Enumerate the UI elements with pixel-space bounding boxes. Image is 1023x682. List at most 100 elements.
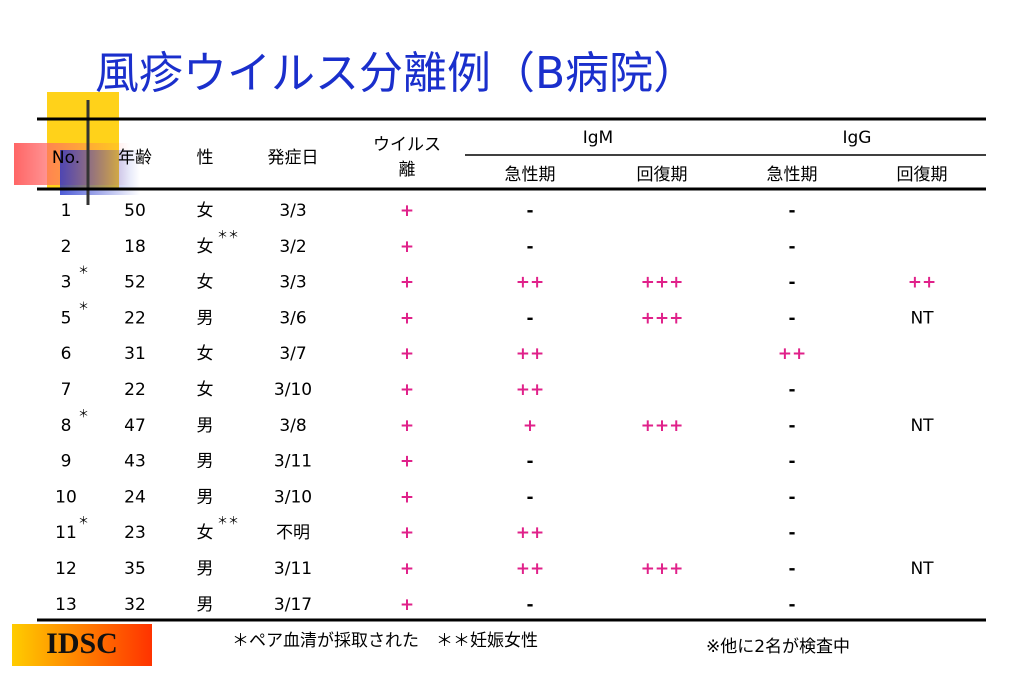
footnote-mark: ＊ xyxy=(78,407,89,420)
table-cell: ++ xyxy=(778,344,807,364)
table-cell: + xyxy=(400,308,414,328)
table-cell: 女 xyxy=(197,523,214,543)
table-cell: 男 xyxy=(197,559,214,579)
table-cell: 22 xyxy=(124,380,146,400)
table-cell: 6 xyxy=(61,344,72,364)
table-cell: 3/10 xyxy=(274,380,312,400)
header-cell: IgM xyxy=(583,128,613,148)
table-cell: + xyxy=(400,559,414,579)
footnote-mark: ＊ xyxy=(78,264,89,277)
table-cell: 男 xyxy=(197,416,214,436)
table-cell: - xyxy=(788,273,795,293)
table-cell: 女 xyxy=(197,344,214,364)
table-cell: NT xyxy=(910,559,934,579)
table-cell: - xyxy=(526,237,533,257)
header-cell: 急性期 xyxy=(505,165,556,185)
table-cell: 5 xyxy=(61,308,72,328)
table-cell: + xyxy=(400,595,414,615)
table-body: 1 50 女 3/3 + - -2 18 女 3/2 + - -＊＊3 52 女 3/3 + ++ +++ - ++＊5… xyxy=(55,201,936,615)
table-cell: ++ xyxy=(516,559,545,579)
table-cell: +++ xyxy=(641,273,684,293)
table-cell: ++ xyxy=(516,273,545,293)
header-cell: 性 xyxy=(197,148,214,168)
table-cell: 女 xyxy=(197,237,214,257)
table-cell: 3/7 xyxy=(279,344,306,364)
table-cell: 43 xyxy=(124,452,146,472)
table-cell: + xyxy=(400,380,414,400)
header-cell: 発症日 xyxy=(268,148,319,168)
table-cell: - xyxy=(788,380,795,400)
table-cell: 1 xyxy=(61,201,72,221)
table-cell: +++ xyxy=(641,308,684,328)
table-cell: - xyxy=(788,308,795,328)
table-cell: 2 xyxy=(61,237,72,257)
header-cell: 回復期 xyxy=(637,165,688,185)
table-cell: 不明 xyxy=(276,523,310,543)
table-cell: - xyxy=(788,523,795,543)
table-cell: 23 xyxy=(124,523,146,543)
table-cell: 22 xyxy=(124,308,146,328)
table-cell: 9 xyxy=(61,452,72,472)
table-cell: ++ xyxy=(516,523,545,543)
table-cell: 24 xyxy=(124,487,146,507)
table-cell: NT xyxy=(910,308,934,328)
footnote-mark: ＊＊ xyxy=(217,228,239,241)
table-cell: 50 xyxy=(124,201,146,221)
header-cell: IgG xyxy=(843,128,872,148)
table-cell: ++ xyxy=(516,380,545,400)
table-cell: 12 xyxy=(55,559,77,579)
table-cell: 3/2 xyxy=(279,237,306,257)
table-cell: 男 xyxy=(197,452,214,472)
footnote: ※他に2名が検査中 xyxy=(706,637,850,657)
table-cell: 52 xyxy=(124,273,146,293)
table-cell: 男 xyxy=(197,487,214,507)
table-cell: - xyxy=(788,416,795,436)
table-cell: - xyxy=(788,487,795,507)
header-cell: 急性期 xyxy=(767,165,818,185)
footnote-mark: ＊＊ xyxy=(217,514,239,527)
table-cell: 10 xyxy=(55,487,77,507)
table-cell: 3/10 xyxy=(274,487,312,507)
table-cell: + xyxy=(400,237,414,257)
table-cell: 男 xyxy=(197,595,214,615)
table-cell: ++ xyxy=(516,344,545,364)
table-cell: 3/8 xyxy=(279,416,306,436)
table-cell: + xyxy=(400,273,414,293)
logo: IDSC xyxy=(46,627,118,660)
header-cell: ウイルス xyxy=(373,135,441,155)
table-cell: + xyxy=(400,344,414,364)
table-cell: - xyxy=(788,595,795,615)
table-cell: +++ xyxy=(641,559,684,579)
header-cell: 回復期 xyxy=(897,165,948,185)
table-cell: + xyxy=(523,416,537,436)
table-cell: + xyxy=(400,487,414,507)
footnote-mark: ＊ xyxy=(78,299,89,312)
table-cell: 女 xyxy=(197,380,214,400)
logo-box xyxy=(12,624,152,666)
table-cell: 3/11 xyxy=(274,559,312,579)
table-cell: +++ xyxy=(641,416,684,436)
table-cell: NT xyxy=(910,416,934,436)
table-cell: - xyxy=(526,308,533,328)
header-cell: 離 xyxy=(399,160,416,180)
table-cell: 3 xyxy=(61,273,72,293)
table-cell: + xyxy=(400,416,414,436)
table-cell: 3/11 xyxy=(274,452,312,472)
table-cell: - xyxy=(788,201,795,221)
slide-title: 風疹ウイルス分離例（B病院） xyxy=(95,48,697,99)
table-cell: - xyxy=(788,559,795,579)
table-cell: + xyxy=(400,201,414,221)
footnote-mark: ＊ xyxy=(78,514,89,527)
header-cell: 年齢 xyxy=(118,148,152,168)
table-cell: 35 xyxy=(124,559,146,579)
table-cell: - xyxy=(526,201,533,221)
table-cell: + xyxy=(400,523,414,543)
table-cell: 18 xyxy=(124,237,146,257)
table-cell: - xyxy=(788,237,795,257)
table-cell: - xyxy=(526,487,533,507)
footnote: ＊ペア血清が採取された ＊＊妊娠女性 xyxy=(232,631,538,651)
table-cell: 8 xyxy=(61,416,72,436)
table-cell: 3/6 xyxy=(279,308,306,328)
table-cell: - xyxy=(788,452,795,472)
